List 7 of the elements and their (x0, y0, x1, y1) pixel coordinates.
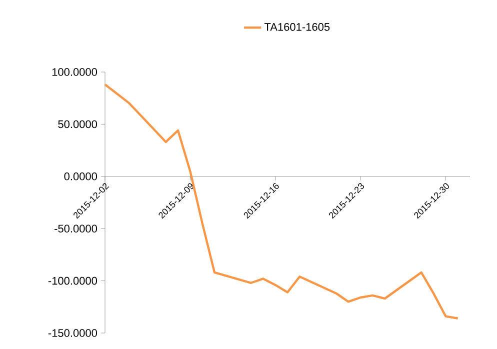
y-tick-label: 100.0000 (52, 68, 98, 76)
y-tick-label: -100.0000 (48, 276, 98, 285)
y-tick-label: -50.0000 (54, 224, 98, 232)
legend-label: TA1601-1605 (264, 23, 330, 31)
y-tick-label: 0.0000 (64, 172, 98, 180)
y-tick-label: 50.0000 (58, 120, 98, 128)
y-tick-label: -150.0000 (48, 329, 98, 337)
